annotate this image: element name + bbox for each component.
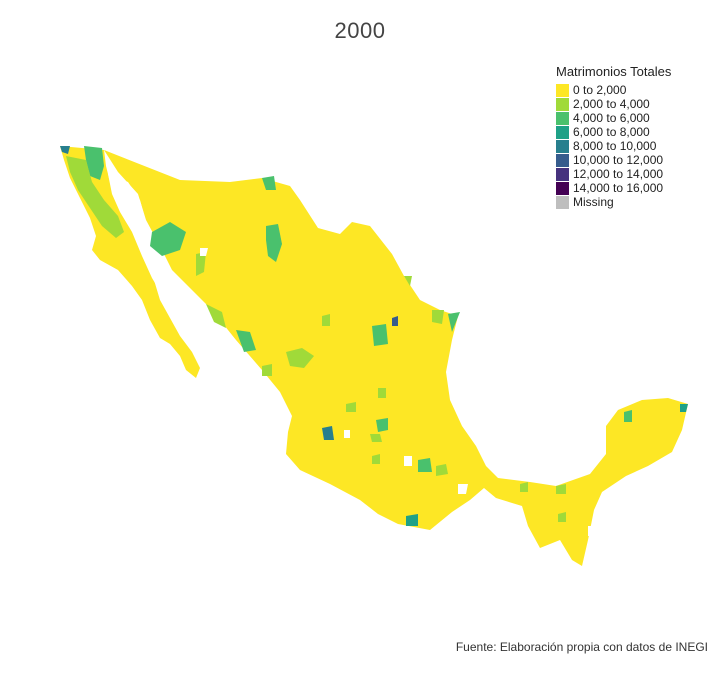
source-caption: Fuente: Elaboración propia con datos de … [455, 640, 708, 654]
legend-item: 2,000 to 4,000 [556, 97, 671, 111]
legend-label: 4,000 to 6,000 [573, 111, 650, 125]
legend-swatch [556, 97, 569, 111]
legend-title: Matrimonios Totales [556, 64, 672, 79]
region-tijuana [60, 146, 70, 154]
region-nogales [196, 252, 206, 276]
region-mazatlan [236, 330, 256, 352]
region-monterrey [392, 316, 398, 326]
region-guadalajara [322, 426, 334, 440]
region-morelia [370, 434, 382, 442]
region-veracruz [556, 484, 566, 494]
region-merida [624, 410, 632, 422]
legend-item: 10,000 to 12,000 [556, 153, 671, 167]
region-durango [286, 348, 314, 368]
region-juarez [262, 176, 276, 190]
gulf-of-california [108, 174, 196, 340]
gap-4 [588, 526, 596, 536]
legend-swatch [556, 181, 569, 195]
region-villahermosa [520, 482, 528, 492]
gap-5 [200, 248, 208, 256]
gap-1 [404, 456, 412, 466]
legend-swatch [556, 139, 569, 153]
legend-items: 0 to 2,000 2,000 to 4,000 4,000 to 6,000… [556, 83, 671, 209]
region-puebla [436, 464, 448, 476]
region-matamoros [448, 312, 460, 332]
mainland-region [104, 150, 688, 566]
legend-label: 0 to 2,000 [573, 83, 627, 97]
region-leon [376, 418, 388, 432]
region-chihuahua [266, 224, 282, 262]
region-toluca [346, 402, 356, 412]
legend-item: 12,000 to 14,000 [556, 167, 671, 181]
region-reynosa [432, 310, 444, 324]
legend-swatch [556, 125, 569, 139]
region-cuernavaca [372, 454, 380, 464]
legend-item: 4,000 to 6,000 [556, 111, 671, 125]
gap-3 [458, 484, 468, 494]
legend-label: 2,000 to 4,000 [573, 97, 650, 111]
legend-label: 8,000 to 10,000 [573, 139, 657, 153]
region-acapulco [406, 514, 418, 526]
gap-2 [344, 430, 350, 438]
region-tepic [262, 364, 272, 376]
region-cancun [680, 404, 688, 412]
legend-swatch [556, 111, 569, 125]
legend-swatch [556, 195, 569, 209]
region-hermosillo [150, 222, 186, 256]
legend-label: 14,000 to 16,000 [573, 181, 664, 195]
legend-item: 6,000 to 8,000 [556, 125, 671, 139]
legend-label: 10,000 to 12,000 [573, 153, 664, 167]
region-cdmx [418, 458, 432, 472]
legend-item: 0 to 2,000 [556, 83, 671, 97]
region-campeche [558, 512, 566, 522]
region-torreon [322, 314, 330, 326]
legend-label: Missing [573, 195, 614, 209]
region-ensenada [66, 156, 124, 238]
region-nuevo-laredo [404, 276, 412, 286]
legend-label: 12,000 to 14,000 [573, 167, 664, 181]
region-culiacan [206, 304, 226, 328]
legend-item: Missing [556, 195, 671, 209]
region-queretaro [378, 388, 386, 398]
legend-item: 14,000 to 16,000 [556, 181, 671, 195]
legend-label: 6,000 to 8,000 [573, 125, 650, 139]
legend-swatch [556, 83, 569, 97]
legend-swatch [556, 167, 569, 181]
region-saltillo [372, 324, 388, 346]
legend-swatch [556, 153, 569, 167]
legend-item: 8,000 to 10,000 [556, 139, 671, 153]
map-title: 2000 [334, 18, 386, 43]
map-legend: Matrimonios Totales 0 to 2,000 2,000 to … [556, 64, 671, 209]
